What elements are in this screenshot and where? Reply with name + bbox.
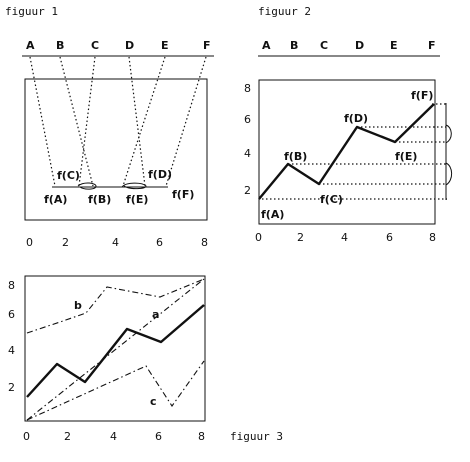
figure-2-label-fe: f(E) xyxy=(395,150,417,163)
figure-3-curve-b xyxy=(26,278,205,334)
figure-3-ytick-4: 4 xyxy=(8,344,15,357)
figure-1-letter-c: C xyxy=(91,39,99,52)
figure-2-letter-b: B xyxy=(290,39,298,52)
figure-2-label-fa: f(A) xyxy=(261,208,284,221)
figure-3-graph-line xyxy=(26,304,205,398)
figure-2-label-fc: f(C) xyxy=(320,193,343,206)
figure-3-xtick-4: 4 xyxy=(110,430,117,443)
figure-3-xtick-0: 0 xyxy=(23,430,30,443)
figure-3-caption: figuur 3 xyxy=(230,430,283,443)
figure-3-ytick-2: 2 xyxy=(8,381,15,394)
figure-2-loop-lower xyxy=(445,162,453,186)
figure-1-ray-c xyxy=(78,56,96,187)
figure-2-letter-f: F xyxy=(428,39,436,52)
figure-2-label-fb: f(B) xyxy=(284,150,307,163)
figure-1-loop-right xyxy=(121,182,147,190)
figure-2-letter-a: A xyxy=(262,39,271,52)
figure-1-tick-0: 0 xyxy=(26,236,33,249)
figure-3-label-c: c xyxy=(150,395,157,408)
figure-2-ytick-2: 2 xyxy=(244,184,251,197)
figure-2-xtick-2: 2 xyxy=(297,231,304,244)
figure-1-frame xyxy=(24,78,208,221)
figure-1-letter-f: F xyxy=(203,39,211,52)
figure-1-ray-e xyxy=(122,56,166,187)
figure-2-label-ff: f(F) xyxy=(411,89,433,102)
figure-2-caption: figuur 2 xyxy=(258,5,311,18)
figure-3-curve-c xyxy=(26,360,205,421)
figure-1-ray-d xyxy=(128,56,146,187)
figure-2-label-fd: f(D) xyxy=(344,112,368,125)
figure-3-ytick-6: 6 xyxy=(8,308,15,321)
figure-2-loop-upper xyxy=(445,124,452,144)
figure-1-letter-b: B xyxy=(56,39,64,52)
figure-1-ray-a xyxy=(29,56,56,187)
figure-2-frame xyxy=(258,79,436,225)
figure-3-label-b: b xyxy=(74,299,82,312)
figure-3-xtick-6: 6 xyxy=(155,430,162,443)
figure-1-label-ff: f(F) xyxy=(172,188,194,201)
figure-1-label-fd: f(D) xyxy=(148,168,172,181)
figure-3-ytick-8: 8 xyxy=(8,279,15,292)
figure-1-ray-b xyxy=(59,56,94,187)
figure-3-xtick-8: 8 xyxy=(198,430,205,443)
figure-2-letter-e: E xyxy=(390,39,398,52)
figure-2-letter-c: C xyxy=(320,39,328,52)
figure-1-caption: figuur 1 xyxy=(5,5,58,18)
figure-2-xtick-4: 4 xyxy=(341,231,348,244)
figure-1-label-fa: f(A) xyxy=(44,193,67,206)
figure-1-letter-a: A xyxy=(26,39,35,52)
figure-2-ytick-4: 4 xyxy=(244,147,251,160)
figure-2-ytick-6: 6 xyxy=(244,113,251,126)
figure-1-tick-2: 2 xyxy=(62,236,69,249)
figure-1-label-fb: f(B) xyxy=(88,193,111,206)
figure-1-ray-f xyxy=(165,56,207,187)
figure-2-xtick-6: 6 xyxy=(386,231,393,244)
figure-1-tick-6: 6 xyxy=(156,236,163,249)
figure-1-tick-8: 8 xyxy=(201,236,208,249)
figure-1-loop-left xyxy=(77,182,97,190)
figure-3-frame xyxy=(24,275,206,422)
figure-2-ytick-8: 8 xyxy=(244,82,251,95)
figure-3: 8 6 4 2 a b c 0 2 4 6 8 figuur 3 xyxy=(8,275,283,443)
figure-2: figuur 2 A B C D E F 8 6 4 2 f(B) f(D) f… xyxy=(244,5,453,244)
figure-2-graph-line xyxy=(258,103,435,200)
figure-1-tick-4: 4 xyxy=(112,236,119,249)
figure-2-xtick-0: 0 xyxy=(255,231,262,244)
figure-1-letter-e: E xyxy=(161,39,169,52)
figure-2-xtick-8: 8 xyxy=(429,231,436,244)
figure-1-label-fc: f(C) xyxy=(57,169,80,182)
figure-3-xtick-2: 2 xyxy=(64,430,71,443)
figure-1: figuur 1 A B C D E F f(C) f(D) f(A) f(B)… xyxy=(5,5,214,249)
figure-2-letter-d: D xyxy=(355,39,364,52)
figure-1-letter-d: D xyxy=(125,39,134,52)
figure-1-label-fe: f(E) xyxy=(126,193,148,206)
figure-3-label-a: a xyxy=(152,308,159,321)
figure-3-curve-a-guide xyxy=(26,278,205,421)
